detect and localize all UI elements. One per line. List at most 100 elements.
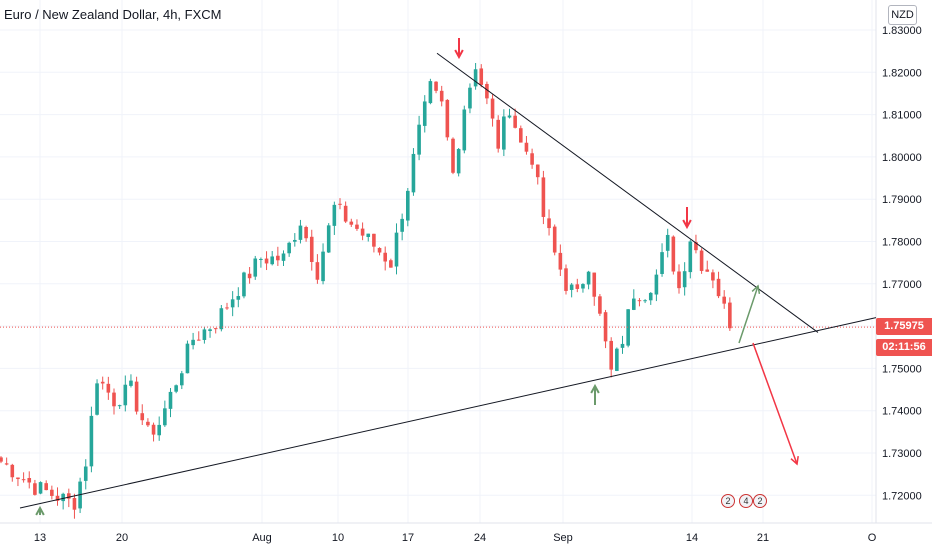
candle-body	[541, 177, 546, 217]
candle-body	[44, 483, 48, 491]
candle-body	[83, 466, 88, 481]
candle-body	[129, 380, 133, 386]
candle-body	[530, 153, 534, 165]
currency-button[interactable]: NZD	[888, 5, 917, 25]
candle-body	[564, 268, 568, 291]
candle-body	[293, 239, 297, 242]
candle-body	[0, 457, 3, 462]
y-tick-label: 1.75000	[882, 363, 922, 375]
candle-body	[711, 272, 715, 281]
bullish-projection-arrow	[738, 284, 761, 344]
candle-body	[660, 252, 664, 274]
x-tick-label: Sep	[553, 532, 573, 544]
candle-body	[259, 258, 263, 260]
x-tick-label: 17	[402, 532, 414, 544]
candle-body	[389, 260, 393, 268]
candle-body	[699, 250, 704, 271]
candle-body	[33, 483, 37, 495]
symbol-title[interactable]: Euro / New Zealand Dollar, 4h, FXCM	[4, 7, 222, 22]
candle-body	[4, 463, 9, 465]
candle-body	[253, 258, 258, 277]
candle-body	[264, 258, 269, 264]
candle-body	[648, 292, 653, 301]
candle-body	[10, 464, 15, 478]
candle-body	[519, 128, 523, 143]
bearish-projection-arrow	[752, 342, 799, 466]
y-tick-label: 1.73000	[882, 448, 922, 460]
time-axis: 13 20 Aug 10 17 24 Sep 14 21 O	[34, 532, 877, 544]
candle-body	[21, 479, 26, 481]
candle-body	[304, 227, 308, 239]
candle-body	[326, 225, 331, 253]
candle-body	[456, 149, 461, 174]
candle-body	[406, 190, 410, 221]
candle-body	[366, 233, 371, 237]
arrow-head	[454, 49, 464, 60]
candle-body	[321, 251, 325, 282]
event-badge[interactable]: 2	[721, 494, 735, 508]
y-tick-label: 1.81000	[882, 110, 922, 122]
candle-body	[586, 271, 591, 285]
candle-body	[123, 384, 128, 406]
candle-body	[191, 339, 195, 346]
candle-body	[38, 482, 43, 494]
candle-body	[632, 298, 636, 310]
candle-body	[287, 242, 291, 254]
candle-body	[445, 99, 450, 138]
candle-body	[716, 278, 721, 297]
candle-body	[174, 385, 178, 392]
event-badge[interactable]: 4	[739, 494, 753, 508]
candle-body	[100, 381, 105, 384]
candle-body	[722, 296, 726, 304]
candle-body	[270, 256, 274, 265]
chart-grid	[0, 0, 876, 523]
candle-body	[598, 296, 602, 314]
candle-body	[451, 138, 455, 173]
x-tick-label: 20	[116, 532, 128, 544]
candle-body	[225, 307, 229, 309]
candle-body	[490, 98, 495, 119]
drawing-tools	[19, 38, 877, 516]
candle-body	[309, 236, 314, 262]
x-tick-label: 14	[686, 532, 698, 544]
candle-body	[168, 391, 173, 409]
candle-body	[349, 221, 354, 225]
candle-body	[343, 205, 348, 222]
candle-body	[728, 302, 732, 329]
candle-body	[496, 119, 500, 149]
x-tick-label: Aug	[252, 532, 272, 544]
y-tick-label: 1.83000	[882, 25, 922, 37]
candle-body	[27, 478, 32, 483]
candle-body	[372, 233, 376, 247]
candle-body	[682, 271, 687, 288]
candle-body	[434, 81, 438, 91]
candle-body	[581, 284, 585, 289]
candle-body	[417, 124, 421, 155]
last-price-label: 1.75975	[876, 318, 932, 335]
candle-body	[400, 218, 404, 232]
candle-body	[654, 274, 659, 295]
candle-body	[468, 87, 472, 109]
arrow-head	[790, 455, 799, 466]
candle-body	[422, 101, 427, 126]
arrow-shaft	[752, 342, 798, 465]
arrow-shaft	[738, 285, 759, 344]
candle-body	[592, 272, 597, 297]
arrow-head	[590, 383, 600, 394]
candle-body	[575, 284, 580, 289]
candle-body	[524, 142, 529, 152]
candle-body	[315, 262, 320, 280]
y-tick-label: 1.78000	[882, 237, 922, 249]
event-badge[interactable]: 2	[753, 494, 767, 508]
candle-body	[428, 81, 433, 104]
x-tick-label: 13	[34, 532, 46, 544]
candle-body	[552, 226, 557, 253]
second-top-marker-arrow-down	[682, 207, 692, 230]
candle-body	[637, 300, 642, 302]
candle-body	[383, 252, 387, 262]
candle-body	[411, 153, 416, 193]
candlestick-series	[0, 63, 732, 519]
candle-body	[355, 224, 359, 229]
candle-body	[202, 329, 207, 340]
